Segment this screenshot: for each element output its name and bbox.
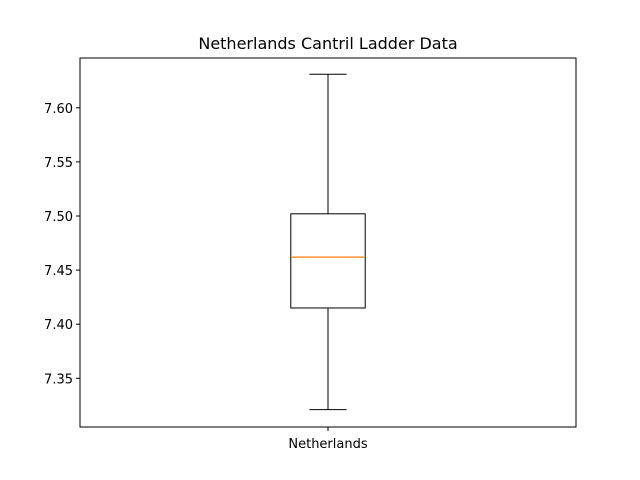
iqr-box bbox=[290, 213, 366, 309]
y-tick-label: 7.45 bbox=[44, 264, 73, 279]
y-tick-label: 7.55 bbox=[44, 156, 73, 171]
y-axis: 7.35 7.40 7.45 7.50 7.55 7.60 bbox=[44, 102, 80, 387]
x-tick-label: Netherlands bbox=[288, 437, 367, 452]
y-tick-label: 7.40 bbox=[44, 318, 73, 333]
y-tick-label: 7.35 bbox=[44, 372, 73, 387]
y-tick-label: 7.50 bbox=[44, 210, 73, 225]
chart-title: Netherlands Cantril Ladder Data bbox=[198, 34, 457, 53]
x-axis: Netherlands bbox=[288, 427, 368, 452]
box-plot-group bbox=[290, 73, 366, 411]
y-tick-label: 7.60 bbox=[44, 102, 73, 117]
